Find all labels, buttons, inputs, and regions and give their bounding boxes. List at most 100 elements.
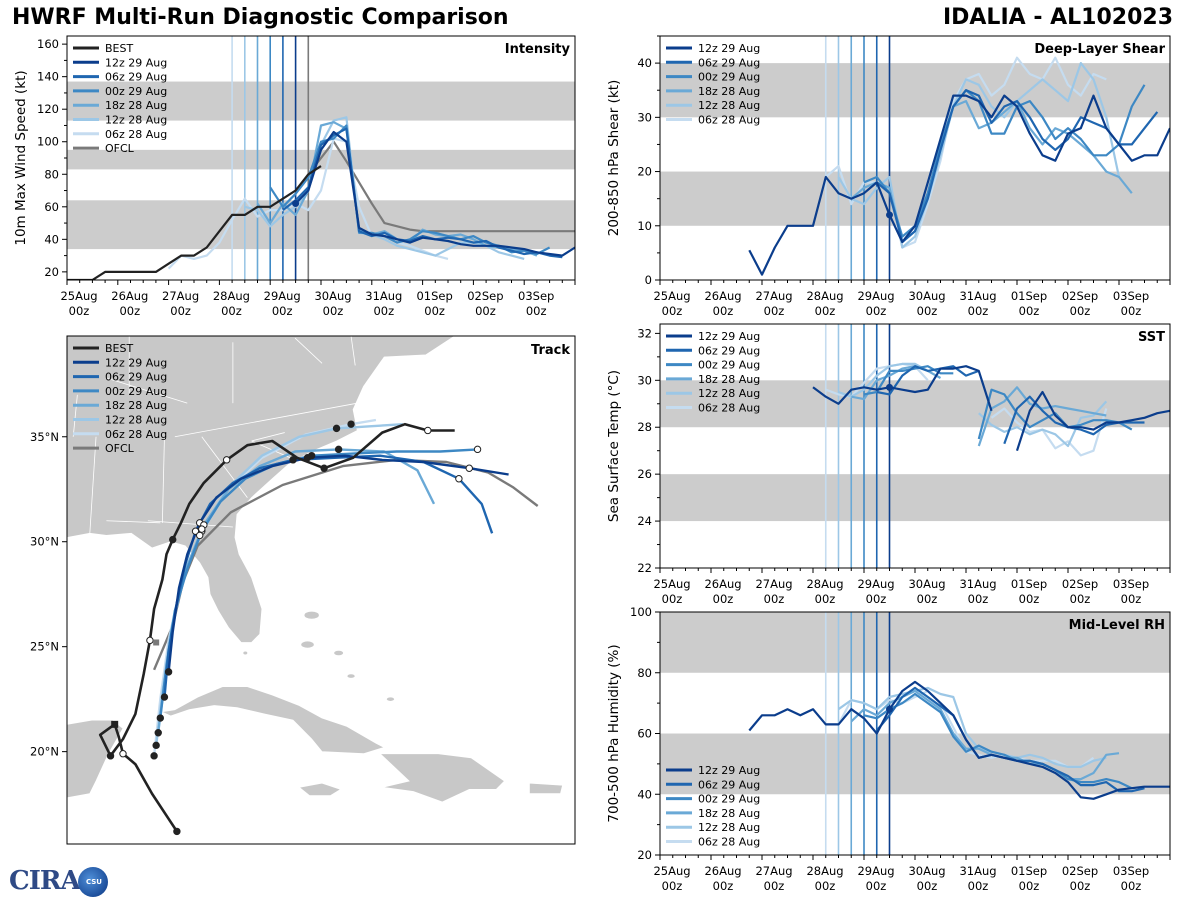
sst-xtick-label: 00z (866, 592, 887, 606)
logo-wordmark: CIRA (9, 866, 81, 896)
track-marker (150, 752, 158, 760)
panel-intensity: 2040608010012014016025Aug00z26Aug00z27Au… (13, 35, 576, 318)
sst-plot-area (660, 324, 1170, 568)
intensity-legend-label: 12z 28 Aug (105, 114, 167, 127)
intensity-xtick-label: 00z (272, 304, 293, 318)
track-lat-label: 20°N (30, 745, 59, 759)
shear-xtick-label: 00z (1121, 304, 1142, 318)
rh-xtick-label: 00z (1019, 879, 1040, 893)
cira-logo: CIRA CSU (5, 866, 110, 898)
sst-shaded-band (660, 380, 1170, 428)
state-border (106, 520, 161, 524)
rh-series-line (863, 692, 1133, 790)
intensity-shaded-band (67, 200, 575, 250)
rh-xtick-label: 00z (815, 879, 836, 893)
sst-xtick-label: 31Aug (959, 577, 996, 591)
shear-legend-label: 06z 29 Aug (698, 56, 760, 69)
sst-ytick-label: 30 (637, 373, 652, 387)
intensity-series-line (167, 137, 449, 270)
track-marker (169, 535, 177, 544)
track-marker (334, 445, 343, 454)
shear-xtick-label: 25Aug (653, 289, 690, 303)
rh-ytick-label: 80 (637, 666, 652, 680)
rh-xtick-label: 00z (713, 879, 734, 893)
intensity-plot-area (67, 36, 575, 280)
track-marker (119, 750, 127, 758)
rh-xtick-label: 26Aug (704, 864, 741, 878)
shear-legend-label: 06z 28 Aug (698, 114, 760, 127)
shear-ytick-label: 10 (637, 219, 652, 233)
intensity-series-line (67, 165, 322, 280)
intensity-xtick-label: 27Aug (162, 289, 199, 303)
sst-legend-label: 06z 28 Aug (698, 402, 760, 415)
track-marker (164, 668, 173, 676)
shear-xtick-label: 29Aug (857, 289, 894, 303)
intensity-xtick-label: 00z (119, 304, 140, 318)
rh-xtick-label: 28Aug (806, 864, 843, 878)
shear-title: Deep-Layer Shear (1034, 42, 1165, 57)
intensity-legend-label: 12z 29 Aug (105, 56, 167, 69)
rh-legend-label: 12z 28 Aug (698, 821, 760, 834)
rh-legend-label: 06z 29 Aug (698, 778, 760, 791)
intensity-xtick-label: 31Aug (365, 289, 402, 303)
intensity-xtick-label: 00z (373, 304, 394, 318)
state-border (72, 394, 78, 437)
intensity-xtick-label: 26Aug (111, 289, 148, 303)
rh-shaded-band (660, 612, 1170, 673)
track-marker (473, 445, 482, 454)
intensity-legend-label: BEST (105, 42, 133, 55)
shear-ytick-label: 0 (645, 273, 652, 287)
sst-xtick-label: 02Sep (1062, 577, 1098, 591)
track-title: Track (531, 343, 570, 358)
sst-xtick-label: 27Aug (755, 577, 792, 591)
shear-xtick-label: 00z (815, 304, 836, 318)
rh-xtick-label: 00z (1070, 879, 1091, 893)
rh-title: Mid-Level RH (1069, 618, 1165, 633)
rh-legend-label: 06z 28 Aug (698, 836, 760, 849)
rh-init-point (886, 705, 893, 713)
track-marker (146, 636, 154, 645)
sst-xtick-label: 28Aug (806, 577, 843, 591)
rh-ytick-label: 100 (630, 605, 652, 619)
intensity-xtick-label: 30Aug (314, 289, 351, 303)
intensity-ylabel: 10m Max Wind Speed (kt) (13, 70, 29, 245)
sst-legend-label: 12z 28 Aug (698, 387, 760, 400)
intensity-legend-label: OFCL (105, 142, 135, 155)
state-border (350, 336, 356, 366)
shear-xtick-label: 00z (1019, 304, 1040, 318)
shear-xtick-label: 02Sep (1062, 289, 1098, 303)
track-marker (347, 420, 355, 428)
rh-xtick-label: 30Aug (908, 864, 945, 878)
intensity-xtick-label: 25Aug (60, 289, 97, 303)
rh-ytick-label: 40 (637, 787, 652, 801)
intensity-xtick-label: 28Aug (213, 289, 250, 303)
island-land (386, 697, 395, 701)
track-legend-label: 12z 28 Aug (105, 414, 167, 427)
shear-ytick-label: 30 (637, 110, 652, 124)
intensity-xtick-label: 02Sep (467, 289, 503, 303)
sst-xtick-label: 00z (713, 592, 734, 606)
intensity-title: Intensity (505, 42, 571, 57)
shear-series-line (837, 62, 1121, 249)
sst-series-line (812, 365, 1170, 452)
shear-init-point (886, 211, 893, 219)
track-marker (332, 424, 341, 433)
track-legend-label: OFCL (105, 442, 135, 455)
shear-xtick-label: 03Sep (1113, 289, 1149, 303)
track-marker (222, 456, 231, 464)
intensity-series-line (244, 116, 525, 260)
rh-xtick-label: 01Sep (1011, 864, 1047, 878)
shear-xtick-label: 30Aug (908, 289, 945, 303)
track-marker (154, 729, 162, 737)
rh-xtick-label: 27Aug (755, 864, 792, 878)
sst-ylabel: Sea Surface Temp (°C) (606, 370, 622, 522)
track-legend-label: 12z 29 Aug (105, 356, 167, 369)
island-land (347, 674, 355, 678)
shear-xtick-label: 00z (1070, 304, 1091, 318)
figure-title: HWRF Multi-Run Diagnostic Comparison (12, 5, 509, 30)
rh-series-line (837, 686, 1107, 768)
shear-legend-label: 12z 28 Aug (698, 99, 760, 112)
